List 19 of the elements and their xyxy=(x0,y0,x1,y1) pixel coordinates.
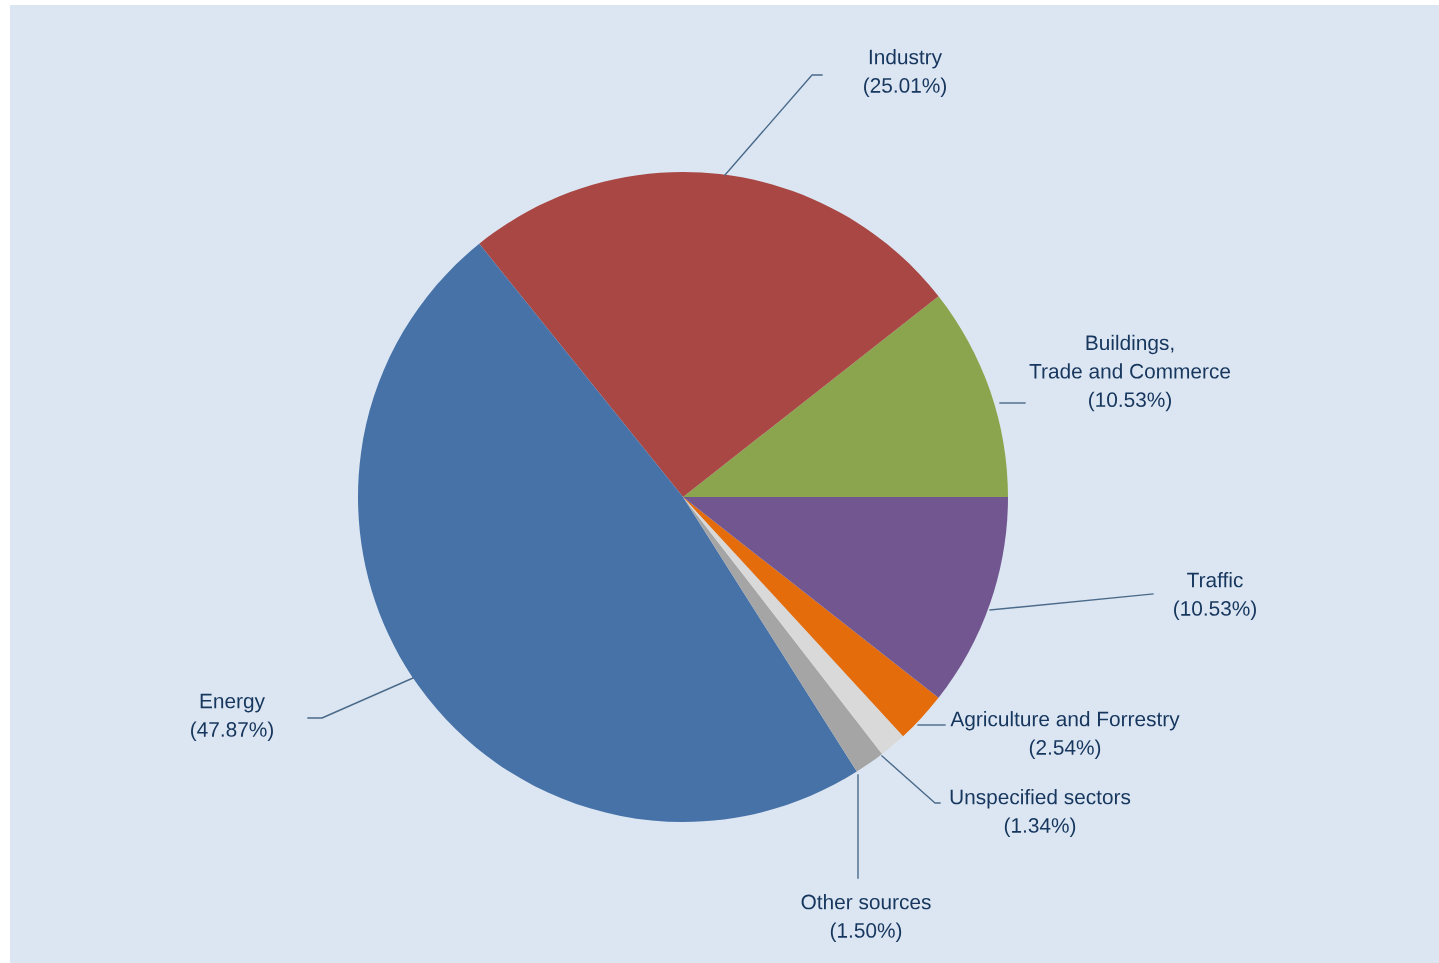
slice-label: Traffic xyxy=(1187,572,1243,588)
pie-slice xyxy=(683,497,1008,698)
slice-label: Unspecified sectors xyxy=(950,789,1131,809)
data-label: (25.01%) xyxy=(864,77,946,97)
data-label: (1.34%) xyxy=(1004,817,1076,837)
pie-slice xyxy=(683,497,939,737)
slice-label: Buildings, Trade and Commerce xyxy=(1029,334,1230,379)
slice-label: Other sources xyxy=(801,894,931,910)
data-label: (2.54%) xyxy=(1029,739,1101,759)
data-label: (47.87%) xyxy=(191,721,273,741)
data-label: (10.53%) xyxy=(1089,391,1171,412)
slice-label: Agriculture and Forrestry xyxy=(950,711,1180,731)
pie-slice xyxy=(358,243,857,822)
pie-slice xyxy=(479,172,939,497)
data-label: (1.50%) xyxy=(830,922,902,942)
slice-label: Industry xyxy=(869,49,943,69)
data-label: (10.53%) xyxy=(1174,600,1256,620)
pie-slice xyxy=(683,296,1008,497)
slice-label: Energy xyxy=(200,693,265,713)
